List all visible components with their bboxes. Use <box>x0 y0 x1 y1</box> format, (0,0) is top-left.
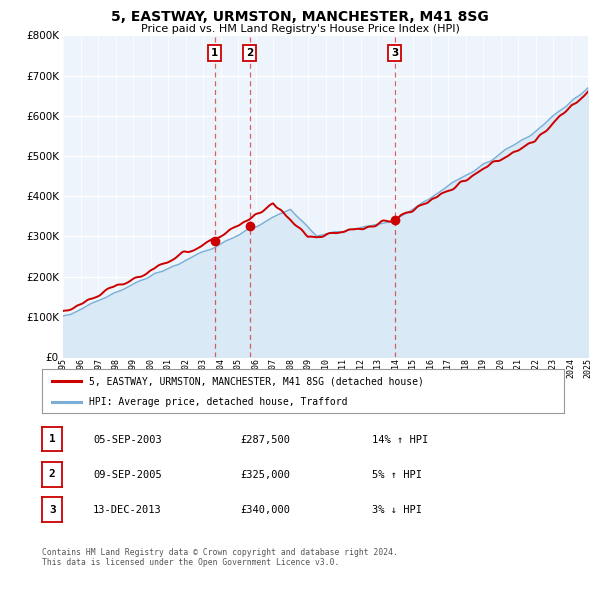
Text: 14% ↑ HPI: 14% ↑ HPI <box>372 435 428 444</box>
Text: 1: 1 <box>49 434 56 444</box>
Text: Price paid vs. HM Land Registry's House Price Index (HPI): Price paid vs. HM Land Registry's House … <box>140 24 460 34</box>
Text: £340,000: £340,000 <box>240 506 290 515</box>
Text: 3: 3 <box>391 48 398 58</box>
Text: 2: 2 <box>246 48 253 58</box>
Text: Contains HM Land Registry data © Crown copyright and database right 2024.
This d: Contains HM Land Registry data © Crown c… <box>42 548 398 567</box>
Text: 3% ↓ HPI: 3% ↓ HPI <box>372 506 422 515</box>
Text: £287,500: £287,500 <box>240 435 290 444</box>
Text: 13-DEC-2013: 13-DEC-2013 <box>93 506 162 515</box>
Text: 1: 1 <box>211 48 218 58</box>
Text: 05-SEP-2003: 05-SEP-2003 <box>93 435 162 444</box>
Text: 5, EASTWAY, URMSTON, MANCHESTER, M41 8SG: 5, EASTWAY, URMSTON, MANCHESTER, M41 8SG <box>111 10 489 24</box>
Text: £325,000: £325,000 <box>240 470 290 480</box>
Text: HPI: Average price, detached house, Trafford: HPI: Average price, detached house, Traf… <box>89 397 347 407</box>
Text: 2: 2 <box>49 470 56 479</box>
Text: 5% ↑ HPI: 5% ↑ HPI <box>372 470 422 480</box>
Text: 5, EASTWAY, URMSTON, MANCHESTER, M41 8SG (detached house): 5, EASTWAY, URMSTON, MANCHESTER, M41 8SG… <box>89 376 424 386</box>
Text: 3: 3 <box>49 505 56 514</box>
Text: 09-SEP-2005: 09-SEP-2005 <box>93 470 162 480</box>
